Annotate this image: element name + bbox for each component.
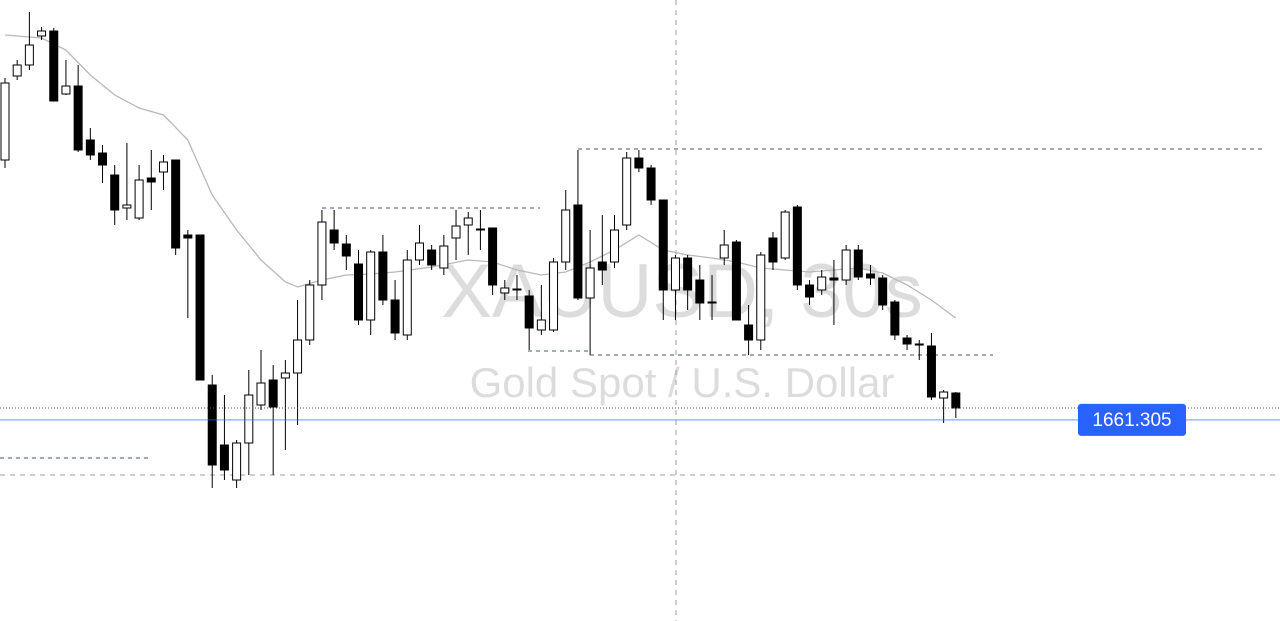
candle-body (122, 204, 132, 209)
candle-body (24, 44, 34, 66)
candle-body (146, 177, 156, 183)
candle-body (561, 209, 571, 263)
candle-body (317, 221, 327, 286)
candle-body (293, 339, 303, 374)
candle-body (610, 229, 619, 263)
candle-body (756, 254, 766, 341)
candle-body (354, 263, 364, 321)
candle-body (829, 277, 839, 281)
candle-body (512, 288, 522, 291)
candle-body (939, 391, 949, 399)
candle-body (219, 444, 229, 471)
candle-body (902, 337, 912, 345)
candle-body (585, 267, 595, 299)
candle-body (805, 284, 815, 298)
candle-body (85, 139, 95, 156)
candle-body (158, 161, 168, 173)
candle-body (0, 82, 10, 161)
candle-body (37, 30, 47, 37)
candle-body (475, 228, 485, 231)
candle-body (341, 243, 351, 257)
plot: 1661.305 (0, 12, 1280, 488)
candle-body (853, 249, 863, 278)
candle-body (232, 442, 242, 481)
candle-body (390, 299, 400, 334)
candle-body (134, 179, 144, 219)
candle-body (951, 392, 961, 409)
candle-body (865, 273, 875, 279)
candle-body (878, 277, 888, 306)
candle-body (719, 244, 729, 259)
candle-body (268, 379, 278, 408)
price-label: 1661.305 (1092, 410, 1171, 431)
candle-body (12, 64, 22, 77)
candle-body (780, 211, 790, 259)
candle-body (463, 217, 473, 226)
candle-body (439, 245, 449, 269)
candle-body (768, 237, 778, 263)
candle-body (183, 234, 193, 239)
candle-body (817, 276, 827, 291)
candle-body (573, 204, 583, 299)
candle-body (890, 301, 900, 336)
candle-body (280, 372, 290, 379)
candle-body (256, 382, 266, 406)
candle-body (366, 251, 376, 321)
candle-body (744, 324, 754, 341)
candle-body (914, 343, 924, 346)
candle-body (597, 261, 607, 271)
candle-body (695, 279, 705, 304)
candle-body (402, 259, 412, 336)
candle-body (683, 257, 693, 291)
candle-body (244, 394, 254, 444)
candle-body (195, 234, 205, 381)
watermark-description: Gold Spot / U.S. Dollar (470, 359, 895, 406)
candle-body (646, 167, 656, 201)
candle-body (98, 152, 108, 166)
candle-body (61, 85, 71, 95)
candle-body (658, 199, 668, 291)
candle-body (792, 206, 802, 286)
candle-body (110, 174, 120, 211)
candle-body (73, 85, 83, 151)
candle-body (926, 345, 936, 398)
candle-body (549, 261, 559, 331)
candle-body (841, 249, 851, 281)
candle-body (378, 251, 388, 301)
candle-body (329, 229, 339, 244)
candle-body (305, 284, 315, 341)
candle-body (500, 287, 510, 294)
candle-body (670, 257, 680, 291)
candle-body (622, 157, 632, 226)
candle-body (49, 30, 59, 102)
candle-body (707, 301, 717, 304)
candle-body (427, 249, 437, 266)
candle-body (731, 241, 741, 321)
candle-body (207, 384, 217, 466)
candle-body (451, 225, 461, 239)
price-label-box (1078, 403, 1186, 436)
candle-body (524, 295, 534, 329)
candle-body (488, 227, 498, 286)
candle-body (171, 159, 181, 249)
candle-body (634, 157, 644, 169)
candle-body (414, 242, 424, 261)
candle-body (536, 319, 546, 331)
